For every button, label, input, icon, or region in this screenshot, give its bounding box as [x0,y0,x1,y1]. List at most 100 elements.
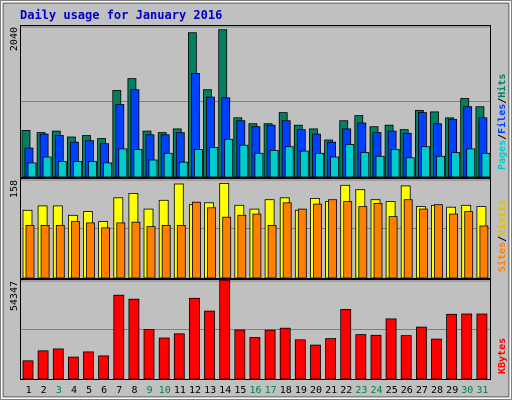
x-label-day-11: 11 [174,385,186,396]
bar-sites-day-27 [418,208,428,279]
bar-marks [21,29,491,380]
bar-pages-day-1 [27,162,37,178]
bar-kbytes-day-3 [52,348,64,380]
bar-pages-day-6 [103,162,112,178]
bar-sites-day-22 [343,201,353,279]
x-label-day-1: 1 [26,385,32,396]
bar-pages-day-24 [375,155,385,178]
bar-sites-day-7 [116,222,126,279]
x-label-day-17: 17 [265,385,277,396]
bar-sites-day-28 [434,204,443,279]
bar-sites-day-2 [40,224,50,279]
hits-legend: Pages/Files/Hits [496,74,508,170]
bar-kbytes-day-5 [83,351,94,380]
visits-legend: Sites/Visits [496,200,508,272]
bar-pages-day-22 [345,143,355,178]
bar-pages-day-20 [315,152,324,178]
bar-sites-day-14 [222,216,232,279]
bar-pages-day-21 [330,156,340,178]
bar-kbytes-day-27 [415,326,427,380]
bar-kbytes-day-7 [113,294,125,380]
bar-kbytes-day-15 [234,329,246,380]
bar-pages-day-23 [360,152,370,178]
x-label-day-25: 25 [386,385,398,396]
bar-pages-day-28 [436,155,445,178]
bar-sites-day-15 [237,214,247,279]
bar-kbytes-day-28 [431,338,442,380]
x-label-day-21: 21 [325,385,337,396]
bar-pages-day-7 [118,148,128,178]
x-label-day-16: 16 [249,385,261,396]
x-label-day-31: 31 [476,385,488,396]
bar-pages-day-17 [269,149,279,178]
bar-sites-day-8 [131,221,141,279]
x-label-day-10: 10 [159,385,171,396]
bar-kbytes-day-9 [143,329,155,380]
bar-pages-day-9 [148,159,158,178]
bar-sites-day-6 [101,227,110,279]
x-label-day-8: 8 [131,385,137,396]
x-label-day-28: 28 [431,385,443,396]
bar-kbytes-day-23 [355,334,367,380]
bar-pages-day-15 [239,144,249,178]
bar-pages-day-11 [178,161,188,178]
bar-kbytes-day-14 [219,279,231,380]
bar-sites-day-30 [464,211,474,279]
bar-sites-day-9 [146,226,156,279]
bar-pages-day-13 [209,146,218,178]
x-label-day-6: 6 [101,385,107,396]
bar-pages-day-4 [73,161,82,178]
bar-kbytes-day-11 [173,333,185,380]
bar-sites-day-5 [86,222,95,279]
bar-sites-day-13 [207,207,216,279]
bar-kbytes-day-13 [204,310,215,380]
bar-kbytes-day-24 [370,334,382,380]
bar-kbytes-day-29 [446,313,458,380]
bar-kbytes-day-19 [294,339,306,380]
svg-text:Pages/Files/Hits: Pages/Files/Hits [496,74,508,170]
x-label-day-7: 7 [116,385,122,396]
bar-pages-day-30 [466,148,476,178]
chart-title: Daily usage for January 2016 [20,8,222,22]
bar-sites-day-29 [449,213,459,279]
x-label-day-12: 12 [189,385,201,396]
bar-pages-day-27 [420,146,430,178]
kbytes-max-label: 54347 [9,281,20,311]
bar-sites-day-19 [297,208,307,279]
x-label-day-19: 19 [295,385,307,396]
legend-pages: Pages [497,140,508,170]
legend-files: Files [496,104,508,134]
bar-sites-day-18 [282,202,292,279]
bar-sites-day-17 [267,224,277,279]
x-axis-labels: 1 2 3 4 5 6 7 8 9 10 11 12 13 14 15 16 17 18 19 20 21 22 23 24 2… [26,385,489,396]
x-label-day-27: 27 [416,385,428,396]
x-label-day-9: 9 [147,385,153,396]
x-label-day-14: 14 [219,385,231,396]
bar-sites-day-23 [358,206,368,279]
x-label-day-23: 23 [355,385,367,396]
x-label-day-3: 3 [56,385,62,396]
bar-sites-day-10 [161,224,171,279]
bar-pages-day-2 [42,156,52,178]
x-label-day-2: 2 [41,385,47,396]
bar-sites-day-3 [55,224,65,279]
x-label-day-18: 18 [280,385,292,396]
bar-pages-day-26 [405,157,415,178]
bar-pages-day-25 [390,149,400,178]
x-label-day-4: 4 [71,385,77,396]
bar-kbytes-day-20 [310,344,321,380]
bar-pages-day-3 [57,161,67,178]
bar-kbytes-day-16 [249,337,261,380]
bar-kbytes-day-22 [340,308,352,380]
bar-kbytes-day-26 [400,335,412,380]
bar-kbytes-day-21 [325,338,337,380]
x-label-day-22: 22 [340,385,352,396]
bar-pages-day-8 [133,149,143,178]
bar-pages-day-31 [481,152,491,178]
bar-sites-day-26 [403,199,413,279]
legend-visits: Visits [496,200,508,236]
bar-sites-day-4 [71,221,80,279]
bar-sites-day-11 [176,224,186,279]
x-label-day-20: 20 [310,385,322,396]
